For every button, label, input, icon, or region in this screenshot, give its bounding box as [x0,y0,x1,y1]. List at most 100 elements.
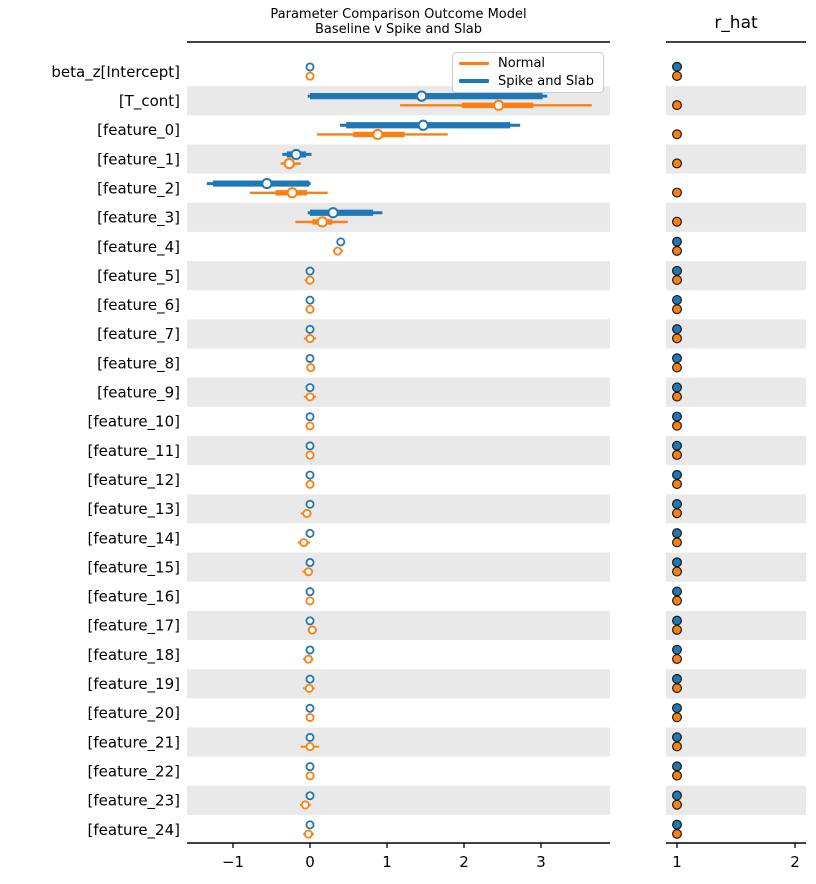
point-dot [305,421,315,431]
rhat-dot-normal [671,624,682,635]
median-dot [283,158,295,170]
rhat-dot-normal [671,479,682,490]
rhat-dot-normal [671,537,682,548]
row-label: beta_z[Intercept] [51,63,180,82]
point-dot [299,538,309,548]
rhat-dot-normal [671,362,682,373]
row-band [666,727,806,757]
point-dot [305,499,315,509]
rhat-dot-normal [671,770,682,781]
legend-entry-normal: Normal [459,56,597,71]
row-band [666,261,806,291]
row-label: [feature_21] [88,733,180,752]
point-dot [305,820,315,830]
rhat-panel-title: r_hat [714,13,758,33]
point-dot [305,383,315,393]
rhat-dot-normal [671,100,682,111]
point-dot [305,596,315,606]
point-dot [306,363,316,373]
rhat-dot-spike [671,324,682,335]
rhat-dot-normal [671,449,682,460]
chart-title: Parameter Comparison Outcome Model Basel… [187,7,610,37]
rhat-dot-spike [671,761,682,772]
row-band [666,669,806,699]
point-dot [305,275,315,285]
point-dot [336,237,346,247]
rhat-dot-spike [671,440,682,451]
row-label: [feature_9] [97,384,180,403]
point-dot [305,412,315,422]
row-label: [feature_23] [88,792,180,811]
point-dot [302,508,312,518]
point-dot [305,732,315,742]
point-dot [305,71,315,81]
row-label: [feature_8] [97,354,180,373]
point-dot [305,470,315,480]
row-label: [feature_12] [88,471,180,490]
row-label: [feature_5] [97,267,180,286]
point-dot [300,800,310,810]
row-band [666,144,806,174]
row-label: [feature_20] [88,704,180,723]
rhat-dot-normal [671,304,682,315]
row-band [187,610,610,640]
point-dot [305,266,315,276]
rhat-dot-spike [671,673,682,684]
rhat-dot-spike [671,644,682,655]
row-label: [feature_11] [88,442,180,461]
point-dot [305,771,315,781]
median-dot [417,119,429,131]
point-dot [303,654,313,664]
rhat-dot-normal [671,828,682,839]
rhat-dot-spike [671,586,682,597]
median-dot [493,99,505,111]
point-dot [305,742,315,752]
row-label: [feature_16] [88,588,180,607]
point-dot [305,712,315,722]
rhat-dot-spike [671,469,682,480]
point-dot [305,392,315,402]
point-dot [305,791,315,801]
rhat-dot-normal [671,799,682,810]
point-dot [305,703,315,713]
normal-line-icon [459,62,489,66]
legend-label-normal: Normal [498,56,546,72]
rhat-dot-normal [671,508,682,519]
row-label: [feature_4] [97,238,180,257]
row-label: [feature_2] [97,179,180,198]
point-dot [305,450,315,460]
x-tick-label: 2 [790,853,800,871]
rhat-dot-spike [671,236,682,247]
point-dot [304,683,314,693]
row-label: [T_cont] [119,92,180,111]
row-label: [feature_7] [97,325,180,344]
row-band [666,494,806,524]
point-dot [305,304,315,314]
rhat-dot-normal [671,333,682,344]
point-dot [333,246,343,256]
rhat-dot-spike [671,703,682,714]
rhat-dot-normal [671,187,682,198]
median-dot [327,207,339,219]
rhat-dot-spike [671,499,682,510]
point-dot [303,567,313,577]
rhat-dot-spike [671,411,682,422]
rhat-dot-spike [671,528,682,539]
rhat-dot-normal [671,129,682,140]
row-band [666,377,806,407]
row-band [666,785,806,815]
legend: Normal Spike and Slab [452,52,604,93]
row-label: [feature_19] [88,675,180,694]
rhat-dot-spike [671,61,682,72]
row-label: [feature_22] [88,762,180,781]
median-dot [261,177,273,190]
median-dot [316,216,328,228]
rhat-dot-spike [671,790,682,801]
rhat-dot-spike [671,294,682,305]
rhat-dot-normal [671,595,682,606]
rhat-dot-spike [671,732,682,743]
chart-title-line1: Parameter Comparison Outcome Model [270,7,527,22]
row-band [187,727,610,757]
x-tick-label: 1 [672,853,682,871]
x-tick-label: 1 [382,853,392,871]
